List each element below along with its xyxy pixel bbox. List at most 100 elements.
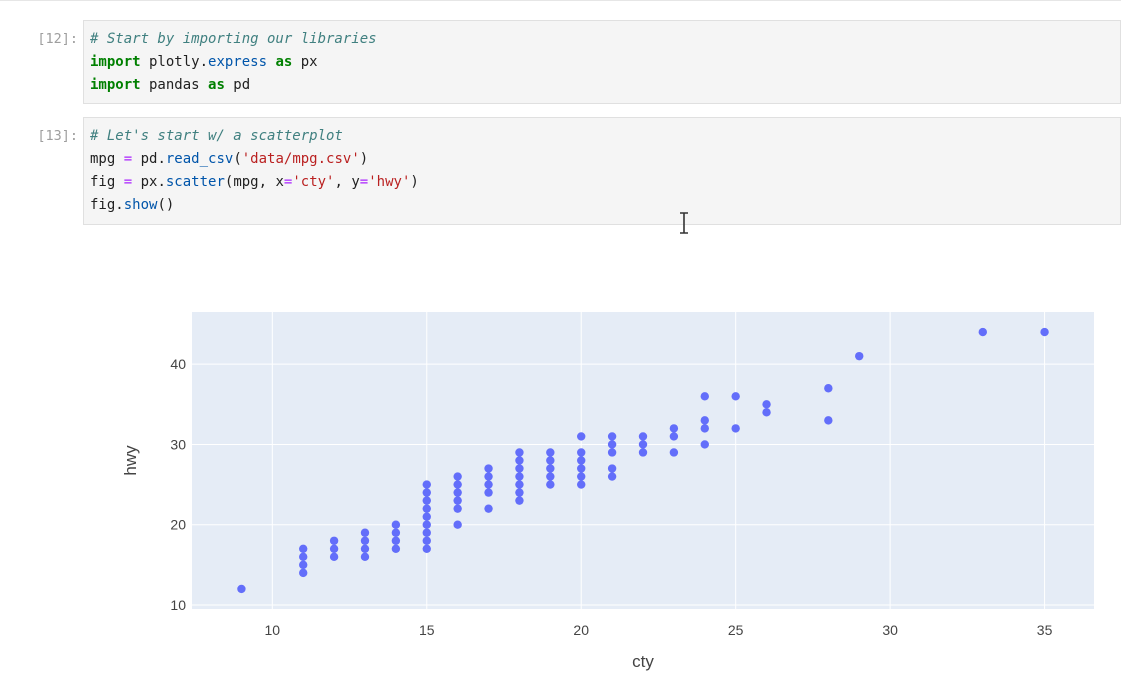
data-point[interactable] [546,472,555,481]
code-editor[interactable]: # Start by importing our libraries import… [83,20,1121,104]
data-point[interactable] [422,544,431,553]
data-point[interactable] [700,392,709,401]
code-token: , y [334,174,360,190]
data-point[interactable] [577,472,586,481]
data-point[interactable] [546,480,555,489]
data-point[interactable] [1040,327,1049,337]
data-point[interactable] [422,512,431,521]
data-point[interactable] [453,472,462,481]
data-point[interactable] [484,480,493,489]
data-point[interactable] [453,504,462,513]
data-point[interactable] [577,464,586,473]
data-point[interactable] [422,528,431,537]
x-tick-label: 10 [265,622,281,638]
data-point[interactable] [731,424,740,433]
data-point[interactable] [700,424,709,433]
data-point[interactable] [607,432,617,441]
data-point[interactable] [391,536,401,545]
data-point[interactable] [484,488,493,497]
data-point[interactable] [360,552,370,562]
data-point[interactable] [607,472,617,481]
data-point[interactable] [391,544,401,553]
code-token: read_csv [165,151,234,167]
data-point[interactable] [577,480,586,489]
data-point[interactable] [422,488,431,497]
data-point[interactable] [515,464,524,473]
data-point[interactable] [299,568,308,578]
x-tick-label: 35 [1037,622,1053,638]
data-point[interactable] [978,327,987,337]
data-point[interactable] [515,456,524,465]
data-point[interactable] [329,536,339,545]
data-point[interactable] [577,456,586,465]
data-point[interactable] [299,552,308,562]
data-point[interactable] [546,464,555,473]
data-point[interactable] [607,464,617,473]
code-token: ) [410,174,419,190]
data-point[interactable] [422,496,431,505]
code-token: = [123,174,133,190]
data-point[interactable] [669,424,679,433]
code-token: = [123,151,133,167]
data-point[interactable] [731,392,740,401]
text-cursor-icon [680,212,688,234]
data-point[interactable] [515,472,524,481]
data-point[interactable] [700,440,709,449]
code-token: pd. [132,151,166,167]
data-point[interactable] [391,528,401,537]
data-point[interactable] [515,448,524,457]
data-point[interactable] [638,432,648,441]
data-point[interactable] [360,544,370,553]
data-point[interactable] [546,456,555,465]
data-point[interactable] [422,536,431,545]
data-point[interactable] [484,472,493,481]
data-point[interactable] [484,504,493,513]
data-point[interactable] [577,448,586,457]
data-point[interactable] [237,584,246,594]
code-line: fig.show() [90,194,1120,217]
y-axis-label: hwy [121,445,140,476]
data-point[interactable] [607,448,617,457]
data-point[interactable] [577,432,586,441]
data-point[interactable] [422,504,431,513]
code-token: import [90,77,141,93]
data-point[interactable] [453,488,462,497]
scatter-plot[interactable]: 10 15 20 25 30 35 10 20 30 40 cty hwy [0,290,1121,676]
x-tick-label: 30 [882,622,898,638]
data-point[interactable] [422,520,431,529]
data-point[interactable] [669,448,679,457]
code-line: import pandas as pd [90,74,1120,97]
data-point[interactable] [484,464,493,473]
data-point[interactable] [638,440,648,449]
data-point[interactable] [299,544,308,553]
data-point[interactable] [762,408,771,417]
data-point[interactable] [824,384,833,393]
data-point[interactable] [515,480,524,489]
data-point[interactable] [546,448,555,457]
data-point[interactable] [762,400,771,409]
data-point[interactable] [515,488,524,497]
data-point[interactable] [360,528,370,537]
top-divider [0,0,1121,1]
data-point[interactable] [607,440,617,449]
data-point[interactable] [824,416,833,425]
code-editor[interactable]: # Let's start w/ a scatterplot mpg = pd.r… [83,117,1121,225]
cell-prompt: [13]: [37,128,78,144]
data-point[interactable] [669,432,679,441]
data-point[interactable] [360,536,370,545]
data-point[interactable] [422,480,431,489]
data-point[interactable] [700,416,709,425]
data-point[interactable] [329,552,339,562]
cell-prompt: [12]: [37,31,78,47]
data-point[interactable] [453,496,462,505]
grid-lines [192,312,1094,609]
data-point[interactable] [329,544,339,553]
data-point[interactable] [453,520,462,529]
data-point[interactable] [638,448,648,457]
data-point[interactable] [515,496,524,505]
data-point[interactable] [299,560,308,570]
data-point[interactable] [855,351,864,361]
code-line: # Let's start w/ a scatterplot [90,125,1120,148]
data-point[interactable] [391,520,401,529]
data-point[interactable] [453,480,462,489]
